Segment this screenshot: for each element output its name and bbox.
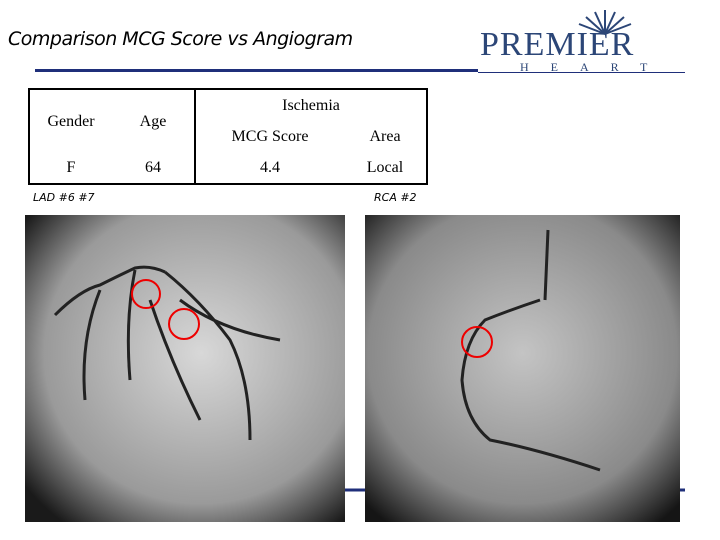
header-cell: MCG Score	[194, 121, 344, 153]
header-cell: Ischemia	[194, 89, 427, 121]
data-table: Gender Age Ischemia MCG Score Area F 64 …	[28, 88, 428, 185]
logo-sunburst	[578, 10, 632, 35]
cell: F	[66, 159, 76, 176]
header-cell: Area	[369, 128, 401, 145]
logo-sub: HEART	[520, 60, 670, 74]
angiogram-left	[25, 215, 345, 522]
logo-name: PREMIER	[480, 26, 635, 63]
image-label: LAD #6 #7	[33, 191, 95, 204]
cell: Local	[366, 159, 404, 176]
header-cell: Age	[139, 112, 167, 130]
title-rule	[35, 69, 478, 72]
slide-title: Comparison MCG Score vs Angiogram	[8, 28, 353, 50]
angiogram-right	[365, 215, 680, 522]
cell: 64	[145, 159, 161, 176]
logo-rule	[478, 72, 685, 73]
image-label: RCA #2	[374, 191, 417, 204]
header-cell: Gender	[47, 112, 95, 130]
cell: 4.4	[194, 153, 344, 184]
